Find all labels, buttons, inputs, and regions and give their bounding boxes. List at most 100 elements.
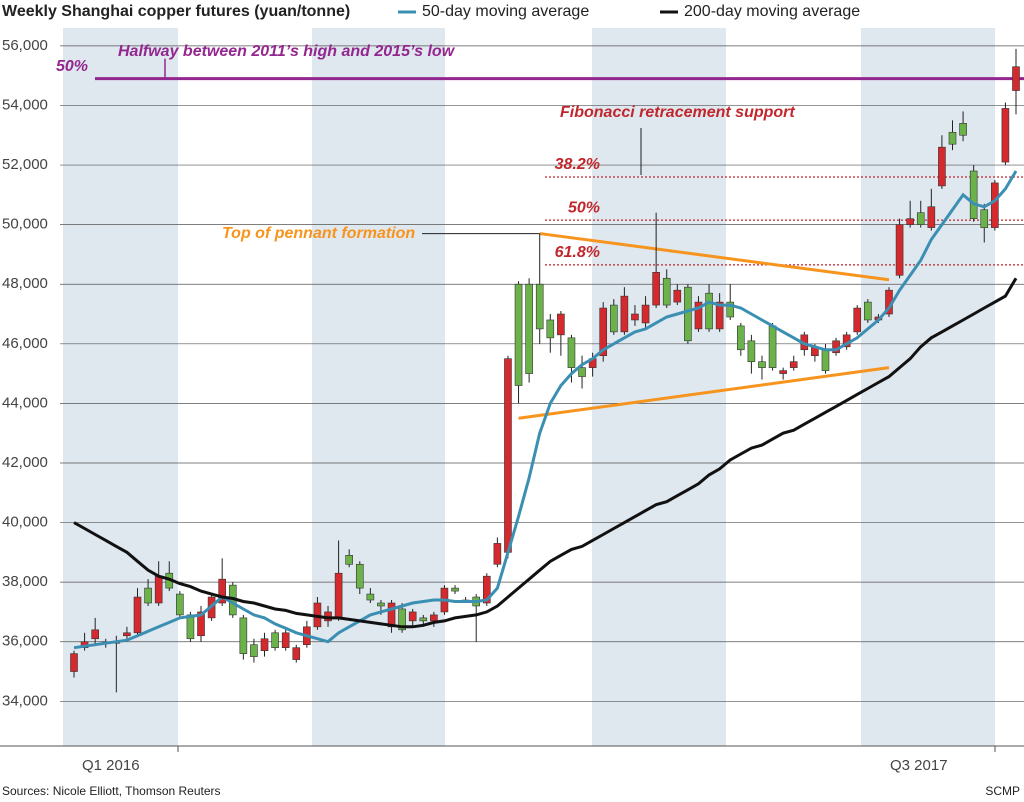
candle-body xyxy=(218,578,226,604)
band xyxy=(861,28,995,746)
candle-body xyxy=(948,131,957,145)
candle-body xyxy=(355,563,364,589)
y-tick-label: 48,000 xyxy=(2,275,48,292)
candle-body xyxy=(334,572,343,619)
candle-body xyxy=(366,593,375,601)
y-tick-label: 46,000 xyxy=(2,335,48,352)
candle-body xyxy=(525,283,533,374)
candle-body xyxy=(535,283,544,330)
y-tick-label: 38,000 xyxy=(2,573,48,590)
candle-body xyxy=(726,301,735,318)
candle-body xyxy=(567,337,576,368)
candle-body xyxy=(758,361,766,368)
pennant-line xyxy=(518,366,890,420)
candle-body xyxy=(271,632,279,648)
reference-label: 50% xyxy=(568,199,600,216)
line-series xyxy=(73,277,1018,629)
candle-body xyxy=(789,361,798,368)
candle-body xyxy=(482,575,491,604)
candle-body xyxy=(779,370,787,374)
candle-body xyxy=(662,277,671,306)
y-tick-label: 52,000 xyxy=(2,156,48,173)
candle-body xyxy=(133,596,142,634)
reference-label: 50% xyxy=(56,58,88,75)
candle-body xyxy=(70,653,78,672)
candle-body xyxy=(609,304,618,333)
x-label: Q3 2017 xyxy=(890,757,948,774)
legend-label: 50-day moving average xyxy=(422,3,589,20)
candle-body xyxy=(557,313,565,336)
chart-title: Weekly Shanghai copper futures (yuan/ton… xyxy=(2,3,350,20)
candle-body xyxy=(144,587,152,604)
x-label: Q1 2016 xyxy=(82,757,140,774)
candle-body xyxy=(377,602,385,607)
candle-body xyxy=(853,307,862,333)
candle-body xyxy=(641,304,650,324)
candle-body xyxy=(821,349,830,371)
annotation: Fibonacci retracement support xyxy=(560,104,795,121)
candle-body xyxy=(578,367,586,377)
candle-body xyxy=(705,292,713,330)
candle-body xyxy=(345,555,353,565)
candle-body xyxy=(408,611,417,622)
candle-body xyxy=(123,632,131,637)
reference-label: 38.2% xyxy=(555,156,600,173)
y-tick-label: 56,000 xyxy=(2,37,48,54)
candle-body xyxy=(493,543,502,565)
candle-body xyxy=(1012,66,1020,91)
legend-label: 200-day moving average xyxy=(684,3,860,20)
band xyxy=(592,28,726,746)
y-tick-label: 42,000 xyxy=(2,454,48,471)
candle-body xyxy=(906,218,914,225)
candle-body xyxy=(620,295,629,333)
y-tick-label: 44,000 xyxy=(2,394,48,411)
candle-body xyxy=(387,602,396,628)
candle-body xyxy=(197,611,205,637)
candle-body xyxy=(768,325,777,368)
reference-label: 61.8% xyxy=(555,244,600,261)
annotation: Halfway between 2011’s high and 2015’s l… xyxy=(118,43,456,60)
candle-body xyxy=(991,182,999,228)
annotation: Top of pennant formation xyxy=(222,225,415,242)
y-tick-label: 50,000 xyxy=(2,216,48,233)
candle-body xyxy=(895,224,904,276)
band xyxy=(63,28,178,746)
source: Sources: Nicole Elliott, Thomson Reuters xyxy=(2,784,221,798)
candle-body xyxy=(1001,108,1010,163)
y-tick-label: 40,000 xyxy=(2,514,48,531)
candle-body xyxy=(980,209,989,228)
quarter-bands xyxy=(63,28,995,746)
candle-body xyxy=(451,587,459,592)
candle-body xyxy=(737,325,745,351)
candle-body xyxy=(154,575,163,604)
candle-body xyxy=(281,632,290,648)
candle-body xyxy=(239,617,248,654)
candle-body xyxy=(260,638,269,651)
credit: SCMP xyxy=(985,784,1020,798)
candle-body xyxy=(419,617,428,622)
candle-body xyxy=(546,319,555,339)
y-tick-label: 54,000 xyxy=(2,96,48,113)
candle-body xyxy=(916,212,925,225)
pennant-line xyxy=(539,232,890,282)
candle-body xyxy=(504,358,512,553)
candle-body xyxy=(430,614,438,622)
candle-body xyxy=(631,313,639,321)
candle-body xyxy=(673,289,682,303)
candle-body xyxy=(864,301,872,321)
candle-body xyxy=(599,307,608,357)
y-tick-label: 34,000 xyxy=(2,692,48,709)
candle-body xyxy=(652,271,660,306)
candle-body xyxy=(91,629,99,640)
candle-body xyxy=(694,301,703,330)
y-tick-label: 36,000 xyxy=(2,633,48,650)
candle-body xyxy=(292,647,301,660)
line-series xyxy=(73,170,1018,650)
candle-body xyxy=(186,614,195,640)
candle-body xyxy=(747,340,756,362)
candle-body xyxy=(398,608,406,631)
candle-body xyxy=(927,206,936,228)
candle-body xyxy=(176,593,184,616)
candle-body xyxy=(959,123,967,136)
